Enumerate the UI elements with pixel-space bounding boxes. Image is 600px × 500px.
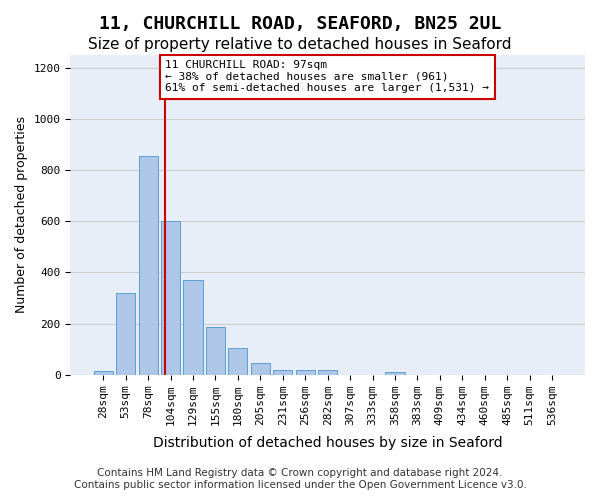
Bar [273, 370, 292, 374]
Bar [184, 280, 203, 374]
Bar [229, 348, 247, 374]
Text: 11, CHURCHILL ROAD, SEAFORD, BN25 2UL: 11, CHURCHILL ROAD, SEAFORD, BN25 2UL [99, 15, 501, 33]
Bar [94, 371, 113, 374]
Text: Size of property relative to detached houses in Seaford: Size of property relative to detached ho… [88, 38, 512, 52]
Bar [206, 328, 225, 374]
Bar [296, 370, 315, 374]
Bar [139, 156, 158, 374]
Y-axis label: Number of detached properties: Number of detached properties [15, 116, 28, 314]
X-axis label: Distribution of detached houses by size in Seaford: Distribution of detached houses by size … [153, 436, 502, 450]
Bar [318, 370, 337, 374]
Bar [251, 363, 270, 374]
Text: 11 CHURCHILL ROAD: 97sqm
← 38% of detached houses are smaller (961)
61% of semi-: 11 CHURCHILL ROAD: 97sqm ← 38% of detach… [165, 60, 489, 94]
Bar [385, 372, 404, 374]
Bar [161, 221, 180, 374]
Text: Contains HM Land Registry data © Crown copyright and database right 2024.
Contai: Contains HM Land Registry data © Crown c… [74, 468, 526, 490]
Bar [116, 293, 135, 374]
